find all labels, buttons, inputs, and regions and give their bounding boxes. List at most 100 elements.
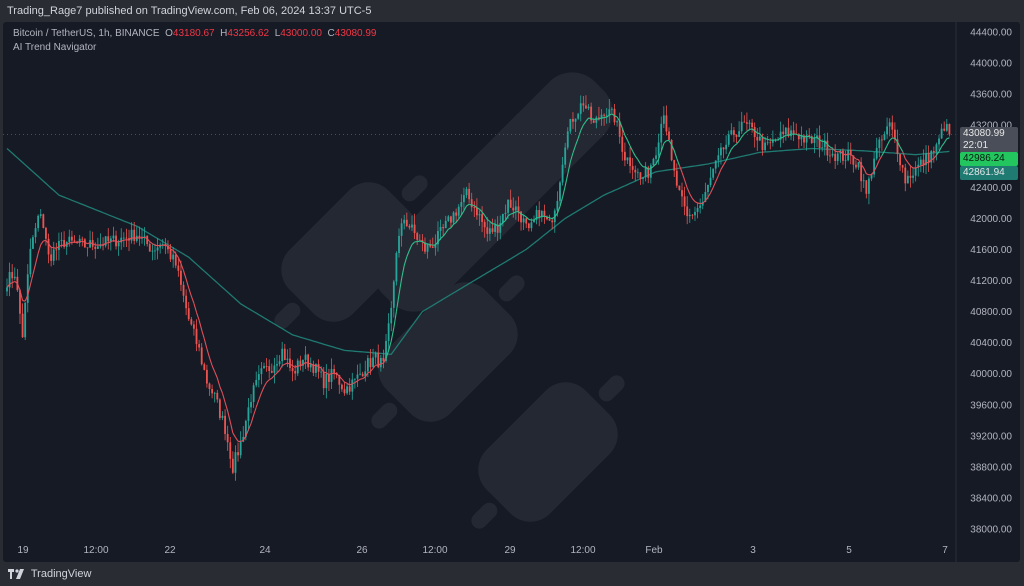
fast-trend-seg-10 [29,274,34,285]
fast-trend-seg-241 [629,145,634,152]
chart-panel[interactable]: 44400.0044000.0043600.0043200.0042800.00… [3,22,1020,562]
candle-body-214 [561,164,564,183]
time-axis[interactable]: 19 12:00 22 24 26 12:00 29 12:00 Feb 3 5 7 [17,545,948,556]
wm-shape-1-body [281,182,421,322]
fast-trend-seg-86 [227,411,231,422]
candle-body-288 [753,126,756,138]
fast-trend-seg-125 [328,372,332,376]
candle-body-352 [919,159,922,165]
candle-body-43 [117,242,120,247]
candle-body-336 [878,139,881,149]
candle-body-347 [906,175,909,184]
fast-trend-seg-319 [832,148,836,152]
candle-body-205 [538,210,541,218]
fast-trend-seg-257 [671,144,675,151]
wm-shape-top-body [373,72,613,312]
candle-body-219 [574,118,577,122]
candle-body-184 [483,221,486,228]
fast-trend-seg-220 [575,138,579,146]
fast-trend-seg-104 [274,372,278,376]
fast-trend-seg-3 [11,280,16,284]
fast-trend-seg-150 [393,311,397,328]
fast-trend-seg-186 [486,219,491,222]
fast-trend-seg-269 [702,200,706,204]
fast-trend-seg-143 [375,364,379,366]
publish-header: Trading_Rage7 published on TradingView.c… [0,0,1024,22]
time-tick-10: 5 [846,545,852,556]
fast-trend-seg-178 [466,203,470,207]
candle-body-164 [431,246,434,248]
fast-trend-seg-336 [876,159,880,167]
open-value: 43180.67 [172,28,215,39]
fast-trend-seg-362 [943,138,948,144]
fast-trend-seg-12 [35,253,39,265]
candle-body-261 [683,196,686,207]
candle-body-317 [829,155,831,157]
candle-body-17 [50,254,53,261]
price-tick-0: 44400.00 [970,28,1012,39]
fast-trend-seg-40 [108,241,112,244]
candle-body-22 [63,239,66,247]
fast-trend-seg-2 [9,282,13,285]
price-chart[interactable]: 44400.0044000.0043600.0043200.0042800.00… [3,22,1020,562]
candle-body-283 [740,121,743,132]
high-label: H [220,28,228,39]
fast-trend-seg-42 [113,239,117,243]
candle-body-31 [86,247,89,249]
fast-trend-seg-352 [917,165,922,168]
fast-trend-seg-326 [850,153,854,157]
fast-trend-seg-275 [717,169,722,176]
fast-trend-seg-238 [621,127,626,136]
candle-body-111 [294,371,297,374]
candle-body-262 [686,206,689,217]
candle-body-291 [761,136,764,151]
fast-trend-seg-263 [686,187,691,195]
candle-body-264 [691,214,694,216]
fast-trend-seg-219 [572,145,577,154]
candles [6,95,951,481]
fast-trend-seg-334 [871,170,875,176]
candle-body-196 [514,206,517,211]
candle-body-327 [855,164,857,168]
fast-trend-seg-167 [437,238,441,243]
candle-body-131 [346,386,349,394]
fast-trend-seg-154 [403,256,408,266]
candle-body-24 [68,236,71,242]
candle-body-81 [216,392,219,400]
fast-trend-seg-307 [801,134,805,138]
candle-body-71 [190,319,193,325]
candle-body-115 [304,354,307,360]
fast-trend-seg-262 [684,179,688,189]
candle-body-217 [569,118,572,132]
fast-trend-seg-82 [216,377,221,387]
fast-trend-seg-300 [782,134,787,138]
candle-body-218 [572,118,574,122]
candle-body-188 [494,224,496,232]
fast-trend-seg-217 [567,161,571,175]
candle-body-106 [281,348,284,362]
fast-trend-seg-20 [56,246,60,249]
candle-body-274 [717,155,720,161]
fast-trend-seg-285 [743,131,748,135]
candle-body-39 [107,236,110,242]
fast-trend-seg-33 [89,242,93,245]
fast-trend-seg-267 [697,202,701,205]
fast-trend-seg-134 [352,382,356,385]
price-tick-14: 38800.00 [970,462,1012,473]
fast-trend-seg-57 [152,243,156,246]
fast-trend-seg-191 [499,222,504,226]
fast-trend-seg-348 [907,162,911,167]
candle-body-325 [849,149,852,156]
fast-trend-seg-212 [554,213,558,218]
fast-trend-seg-89 [235,437,239,442]
fast-trend-seg-341 [889,137,893,141]
fast-trend-seg-232 [606,114,610,118]
fast-trend-seg-216 [564,173,569,187]
fast-trend-seg-79 [208,357,213,366]
candle-body-229 [600,114,603,119]
candle-body-303 [792,130,795,134]
candle-body-177 [465,188,468,196]
price-axis[interactable]: 44400.0044000.0043600.0043200.0042800.00… [955,22,1012,562]
high-value: 43256.62 [227,28,270,39]
candle-body-260 [681,190,683,197]
